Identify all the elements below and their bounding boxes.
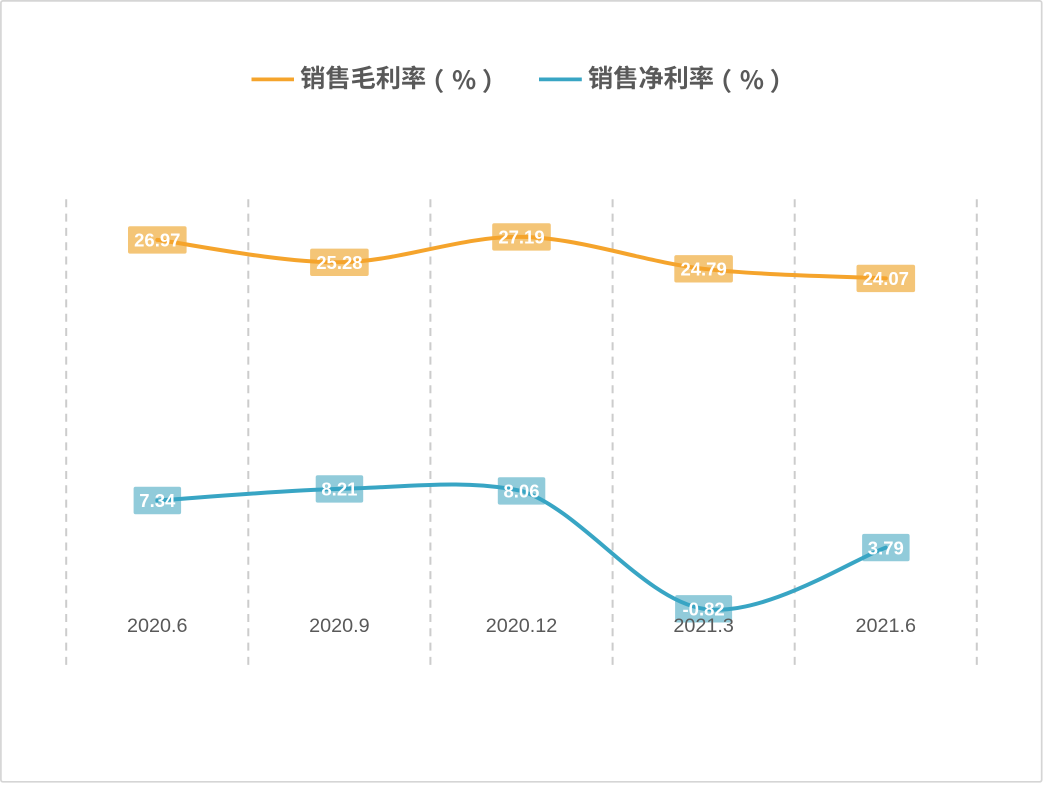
svg-text:24.79: 24.79 xyxy=(680,259,726,280)
svg-text:2020.12: 2020.12 xyxy=(486,615,558,637)
svg-text:3.79: 3.79 xyxy=(868,537,904,558)
svg-text:8.06: 8.06 xyxy=(503,481,539,502)
svg-text:26.97: 26.97 xyxy=(134,230,180,251)
svg-text:25.28: 25.28 xyxy=(316,252,362,273)
svg-text:2020.6: 2020.6 xyxy=(127,615,188,637)
svg-text:2020.9: 2020.9 xyxy=(309,615,370,637)
svg-text:2021.6: 2021.6 xyxy=(856,615,917,637)
svg-text:7.34: 7.34 xyxy=(139,490,176,511)
svg-text:27.19: 27.19 xyxy=(498,227,544,248)
svg-text:2021.3: 2021.3 xyxy=(673,615,734,637)
svg-text:-0.82: -0.82 xyxy=(683,599,725,620)
svg-text:24.07: 24.07 xyxy=(863,268,909,289)
svg-text:8.21: 8.21 xyxy=(321,479,357,500)
